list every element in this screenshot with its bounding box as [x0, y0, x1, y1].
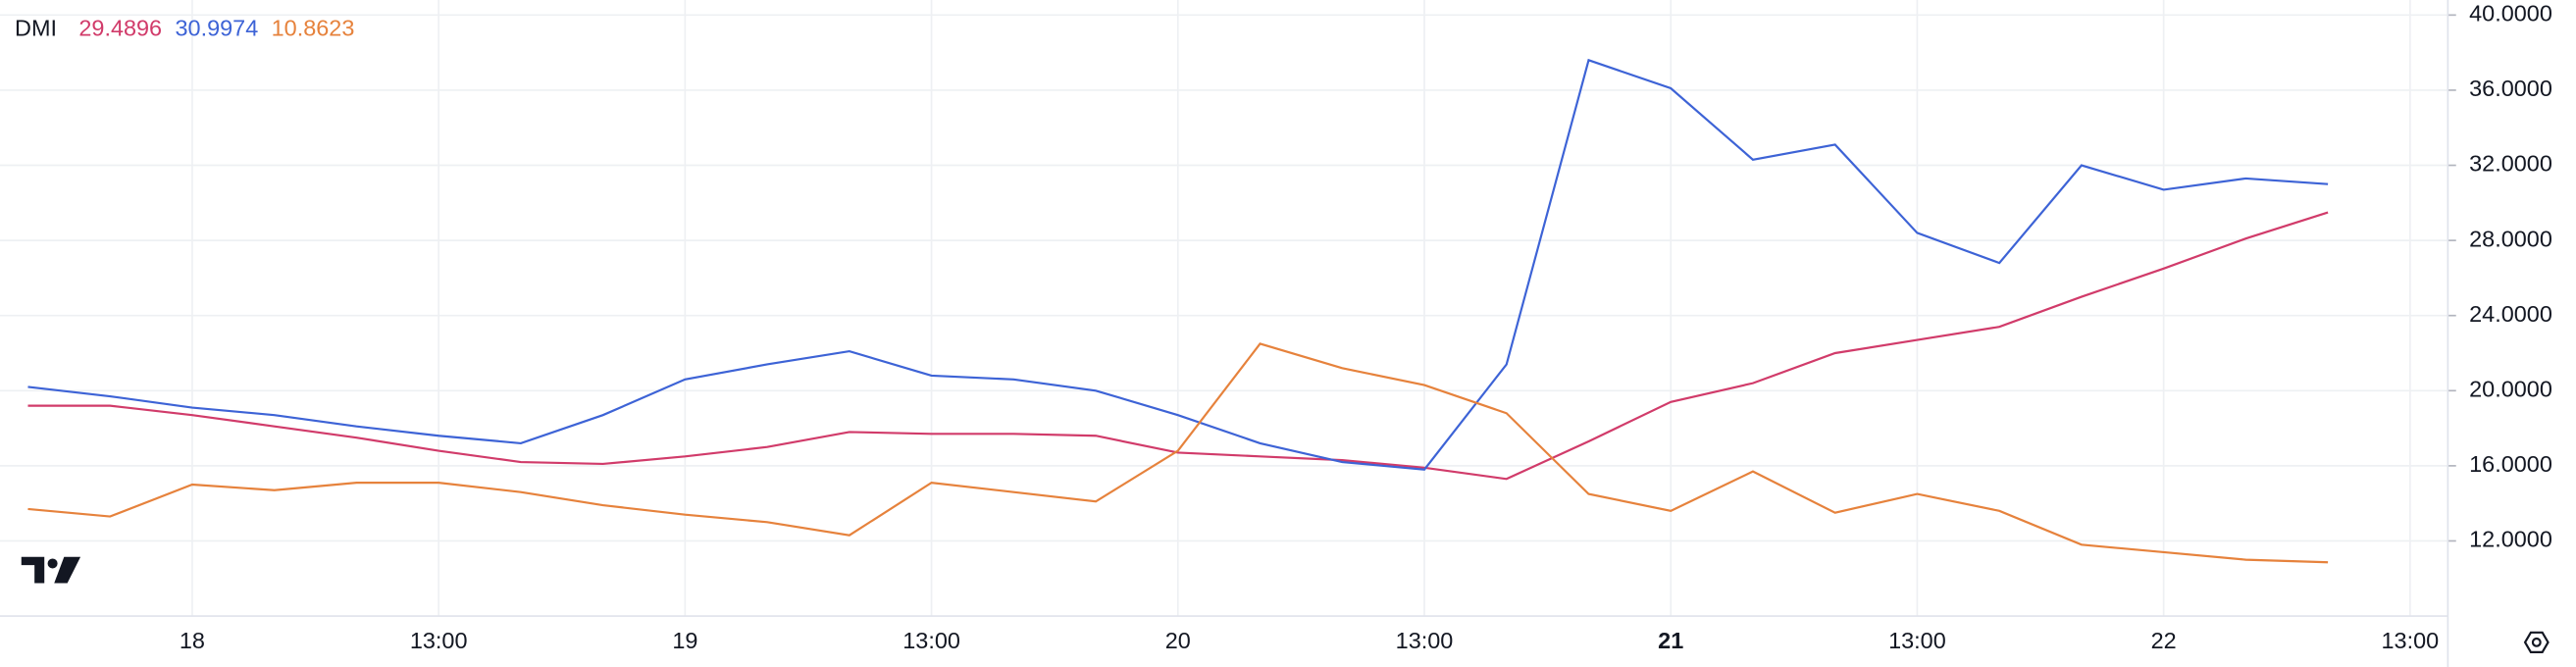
legend-title: DMI — [15, 15, 57, 40]
legend-value: 30.9974 — [176, 15, 259, 40]
settings-button[interactable] — [2523, 631, 2550, 653]
x-tick-label: 19 — [672, 628, 697, 653]
y-tick-label: 12.0000 — [2469, 527, 2552, 552]
plot — [27, 58, 2329, 564]
x-tick-label: 21 — [1658, 628, 1683, 653]
y-tick-label: 20.0000 — [2469, 376, 2552, 401]
x-tick-label: 13:00 — [410, 628, 468, 653]
x-tick-label: 13:00 — [1888, 628, 1946, 653]
y-tick-label: 36.0000 — [2469, 76, 2552, 101]
y-tick-label: 32.0000 — [2469, 151, 2552, 177]
legend-value: 29.4896 — [78, 15, 162, 40]
x-tick-label: 18 — [180, 628, 205, 653]
legend-value: 10.8623 — [272, 15, 355, 40]
y-tick-label: 28.0000 — [2469, 226, 2552, 251]
x-tick-label: 22 — [2151, 628, 2177, 653]
dmi-line — [27, 342, 2329, 564]
x-tick-label: 20 — [1165, 628, 1191, 653]
x-tick-label: 13:00 — [902, 628, 960, 653]
y-tick-label: 24.0000 — [2469, 301, 2552, 327]
dmi-line — [27, 58, 2329, 471]
tradingview-logo — [21, 556, 81, 584]
y-tick-label: 40.0000 — [2469, 1, 2552, 26]
x-tick-label: 13:00 — [1396, 628, 1454, 653]
y-tick-label: 16.0000 — [2469, 451, 2552, 477]
dmi-line — [27, 211, 2329, 481]
legend: DMI 29.4896 30.9974 10.8623 — [15, 15, 354, 40]
x-tick-label: 13:00 — [2382, 628, 2440, 653]
grid: 12.0000 16.0000 20.0000 24.0000 28.0000 32.00… — [0, 0, 2552, 653]
